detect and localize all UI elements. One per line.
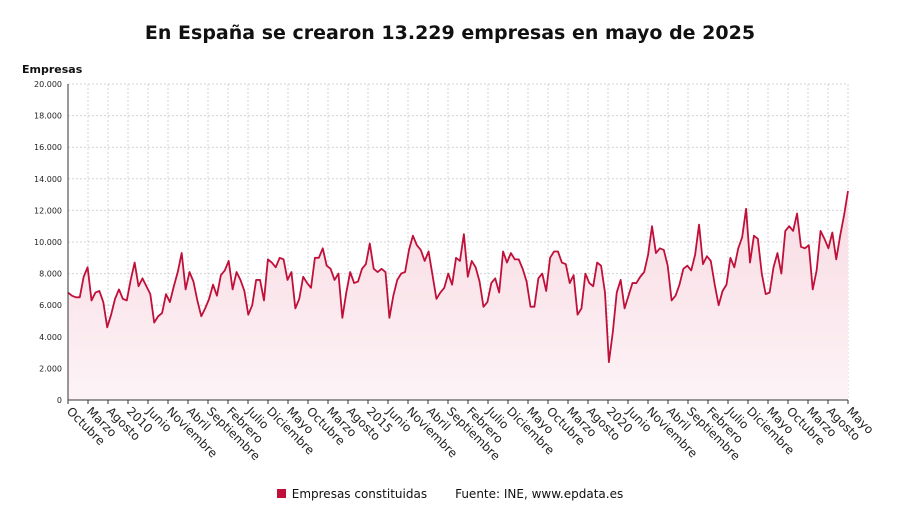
y-tick-label: 10.000 [34,238,62,247]
y-axis-label: Empresas [22,63,83,76]
y-tick-label: 4.000 [39,333,62,342]
source-text: Fuente: INE, www.epdata.es [455,487,624,501]
y-tick-label: 12.000 [34,206,62,215]
y-tick-label: 14.000 [34,175,62,184]
y-tick-label: 6.000 [39,301,62,310]
legend-entry: Empresas constituidas [276,487,428,501]
chart-title: En España se crearon 13.229 empresas en … [144,22,756,44]
series-area [68,190,848,400]
y-tick-label: 16.000 [34,143,62,152]
y-tick-label: 8.000 [39,270,62,279]
legend-label: Empresas constituidas [291,487,428,501]
y-tick-label: 2.000 [39,364,62,373]
legend-swatch-icon [276,489,286,498]
y-tick-label: 0 [57,396,62,405]
chart-footer: Empresas constituidas Fuente: INE, www.ep… [0,487,900,501]
series-line [67,190,849,363]
y-tick-label: 20.000 [34,80,62,89]
y-tick-label: 18.000 [34,112,62,121]
